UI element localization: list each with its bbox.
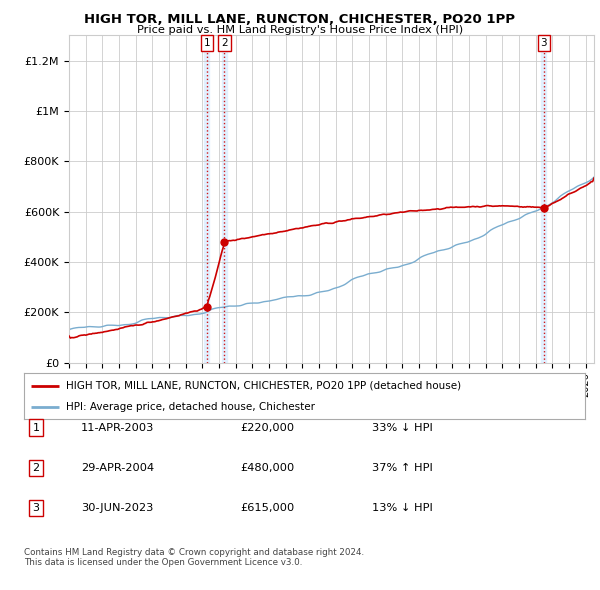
Text: 2: 2 xyxy=(32,463,40,473)
Text: 11-APR-2003: 11-APR-2003 xyxy=(81,423,154,432)
Text: 3: 3 xyxy=(541,38,547,48)
Text: Contains HM Land Registry data © Crown copyright and database right 2024.
This d: Contains HM Land Registry data © Crown c… xyxy=(24,548,364,567)
Text: 3: 3 xyxy=(32,503,40,513)
Bar xyxy=(205,35,209,363)
Text: £615,000: £615,000 xyxy=(240,503,294,513)
Text: 13% ↓ HPI: 13% ↓ HPI xyxy=(372,503,433,513)
Text: 33% ↓ HPI: 33% ↓ HPI xyxy=(372,423,433,432)
Text: 2: 2 xyxy=(221,38,227,48)
Text: 1: 1 xyxy=(203,38,210,48)
Text: HIGH TOR, MILL LANE, RUNCTON, CHICHESTER, PO20 1PP: HIGH TOR, MILL LANE, RUNCTON, CHICHESTER… xyxy=(85,13,515,26)
Text: £220,000: £220,000 xyxy=(240,423,294,432)
Bar xyxy=(541,35,547,363)
Bar xyxy=(222,35,227,363)
Text: 1: 1 xyxy=(32,423,40,432)
Text: £480,000: £480,000 xyxy=(240,463,294,473)
Text: 37% ↑ HPI: 37% ↑ HPI xyxy=(372,463,433,473)
Text: HIGH TOR, MILL LANE, RUNCTON, CHICHESTER, PO20 1PP (detached house): HIGH TOR, MILL LANE, RUNCTON, CHICHESTER… xyxy=(66,381,461,391)
Text: 30-JUN-2023: 30-JUN-2023 xyxy=(81,503,154,513)
Text: Price paid vs. HM Land Registry's House Price Index (HPI): Price paid vs. HM Land Registry's House … xyxy=(137,25,463,35)
Text: 29-APR-2004: 29-APR-2004 xyxy=(81,463,154,473)
Text: HPI: Average price, detached house, Chichester: HPI: Average price, detached house, Chic… xyxy=(66,402,315,412)
